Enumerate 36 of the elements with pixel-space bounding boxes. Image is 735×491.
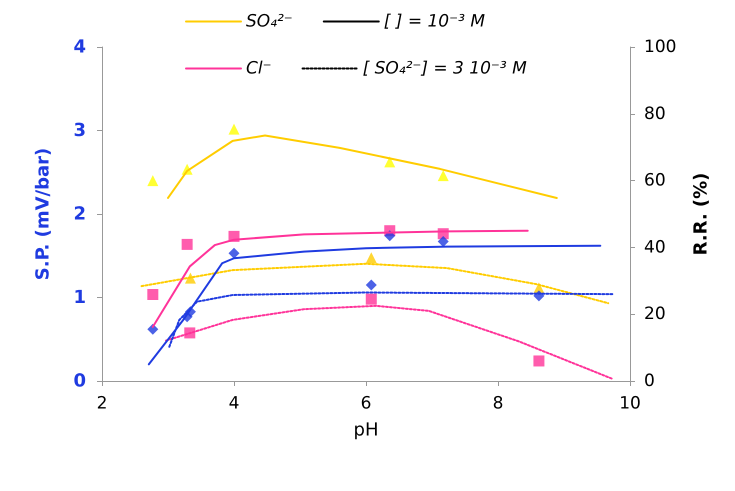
y-tick-label: 1 [73, 287, 86, 308]
y2-tick-label: 60 [644, 170, 666, 191]
x-tick-label: 6 [360, 394, 372, 414]
x-tick-label: 2 [96, 394, 108, 414]
point [366, 279, 377, 290]
y-tick-label: 0 [73, 370, 86, 392]
y2-tick-label: 20 [644, 304, 666, 324]
point [228, 248, 240, 259]
x-tick-label: 8 [492, 394, 504, 414]
point [438, 170, 449, 182]
legend-label: [ SO₄²⁻] = 3 10⁻³ M [362, 58, 528, 78]
point [147, 288, 158, 300]
y2-tick-label: 40 [644, 237, 666, 258]
point [366, 294, 377, 305]
point [182, 238, 193, 250]
y2-axis-title: R.R. (%) [690, 172, 712, 256]
y2-tick-label: 80 [644, 104, 666, 124]
point [147, 175, 158, 186]
legend-label: SO₄²⁻ [246, 12, 293, 32]
point [533, 355, 544, 366]
legend-label: Cl⁻ [246, 58, 272, 78]
y-tick-label: 3 [73, 120, 86, 141]
point [438, 236, 449, 248]
legend-label: [ ] = 10⁻³ M [384, 12, 486, 32]
y2-tick-label: 100 [644, 37, 676, 57]
point [228, 124, 240, 135]
point [366, 252, 377, 264]
line-series [167, 134, 558, 199]
y-tick-label: 2 [73, 204, 86, 224]
y-tick-label: 4 [73, 36, 86, 58]
x-tick-label: 4 [228, 394, 240, 414]
x-axis-title: pH [354, 420, 378, 440]
y2-tick-label: 0 [644, 371, 655, 391]
point [384, 156, 396, 168]
y-axis-title: S.P. (mV/bar) [32, 148, 54, 280]
x-tick-label: 10 [619, 394, 641, 414]
